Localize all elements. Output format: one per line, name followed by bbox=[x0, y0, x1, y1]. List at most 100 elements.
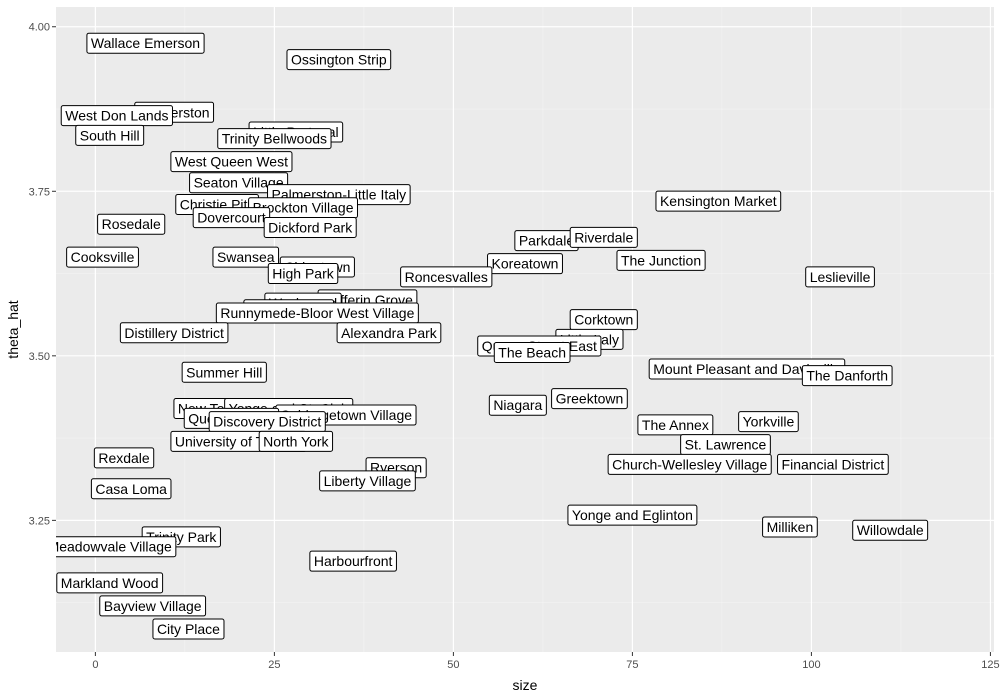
label-box bbox=[212, 246, 280, 268]
x-tick-label: 0 bbox=[92, 659, 98, 671]
label-text: Trinity Bellwoods bbox=[222, 131, 327, 147]
point-label: Trinity Bellwoods bbox=[217, 128, 332, 150]
label-text: North York bbox=[263, 433, 329, 449]
label-box bbox=[336, 322, 442, 344]
point-label: Brockton Village bbox=[248, 197, 358, 219]
label-text: High Park bbox=[272, 266, 334, 282]
point-label: The Danforth bbox=[801, 365, 893, 387]
label-text: Harbourfront bbox=[314, 553, 393, 569]
label-box bbox=[152, 618, 225, 640]
label-text: Ossington Strip bbox=[291, 52, 387, 68]
point-label: Willowdale bbox=[852, 519, 929, 541]
label-text: Yonge and Eglinton bbox=[572, 507, 693, 523]
point-label: Casa Loma bbox=[90, 478, 172, 500]
label-text: The Junction bbox=[621, 252, 701, 268]
y-axis-title: theta_hat bbox=[5, 300, 21, 358]
x-tick-label: 50 bbox=[447, 659, 459, 671]
point-label: St. Lawrence bbox=[680, 434, 771, 456]
label-box bbox=[738, 411, 799, 433]
label-text: Roncesvalles bbox=[405, 269, 488, 285]
point-label: Bayview Village bbox=[99, 595, 207, 617]
label-text: Alexandra Park bbox=[341, 325, 438, 341]
point-label: City Place bbox=[152, 618, 225, 640]
label-text: St. Lawrence bbox=[685, 437, 767, 453]
point-label: Markland Wood bbox=[56, 572, 164, 594]
point-label: Discovery District bbox=[208, 411, 326, 433]
label-text: Rexdale bbox=[98, 450, 150, 466]
label-box bbox=[488, 394, 547, 416]
point-label: Ossington Strip bbox=[286, 49, 392, 71]
point-label: Liberty Village bbox=[319, 470, 416, 492]
label-box bbox=[493, 342, 571, 364]
label-text: Seaton Village bbox=[194, 175, 284, 191]
point-label: West Queen West bbox=[170, 151, 293, 173]
x-tick-label: 100 bbox=[802, 659, 820, 671]
label-text: Willowdale bbox=[857, 522, 924, 538]
label-box bbox=[762, 516, 818, 538]
label-box bbox=[655, 190, 782, 212]
label-box bbox=[97, 213, 166, 235]
label-text: Markland Wood bbox=[61, 575, 159, 591]
point-label: Rexdale bbox=[93, 447, 155, 469]
label-box bbox=[551, 388, 628, 410]
point-label: Dickford Park bbox=[263, 216, 357, 238]
label-text: The Beach bbox=[498, 345, 566, 361]
y-tick-label: 3.25 bbox=[29, 515, 50, 527]
label-box bbox=[263, 216, 357, 238]
label-box bbox=[286, 49, 392, 71]
label-box bbox=[801, 365, 893, 387]
point-label: Yorkville bbox=[738, 411, 799, 433]
label-text: West Don Lands bbox=[65, 108, 168, 124]
label-text: Discovery District bbox=[213, 414, 321, 430]
point-label: Distillery District bbox=[119, 322, 229, 344]
point-label: Leslieville bbox=[805, 266, 875, 288]
point-label: North York bbox=[258, 430, 334, 452]
label-text: Riverdale bbox=[574, 229, 633, 245]
label-box bbox=[181, 361, 267, 383]
point-label: Roncesvalles bbox=[400, 266, 493, 288]
label-box bbox=[170, 151, 293, 173]
label-text: Rosedale bbox=[102, 216, 161, 232]
label-text: South Hill bbox=[80, 127, 140, 143]
label-box bbox=[99, 595, 207, 617]
point-label: Wallace Emerson bbox=[86, 32, 205, 54]
label-box bbox=[319, 470, 416, 492]
x-tick-label: 25 bbox=[268, 659, 280, 671]
label-text: Milliken bbox=[767, 519, 814, 535]
label-text: Niagara bbox=[493, 397, 542, 413]
point-label: Parkdale bbox=[514, 230, 579, 252]
x-tick-label: 125 bbox=[981, 659, 999, 671]
point-label: Yonge and Eglinton bbox=[567, 504, 698, 526]
point-label: Koreatown bbox=[487, 253, 563, 275]
label-box bbox=[567, 504, 698, 526]
point-label: Seaton Village bbox=[189, 172, 289, 194]
y-tick-label: 3.75 bbox=[29, 186, 50, 198]
point-label: Niagara bbox=[488, 394, 547, 416]
label-box bbox=[852, 519, 929, 541]
point-label: Greektown bbox=[551, 388, 628, 410]
label-box bbox=[309, 550, 397, 572]
label-box bbox=[267, 263, 339, 285]
point-label: Financial District bbox=[777, 453, 889, 475]
label-text: Church-Wellesley Village bbox=[612, 456, 767, 472]
point-label: Runnymede-Bloor West Village bbox=[215, 302, 419, 324]
label-text: Koreatown bbox=[492, 256, 559, 272]
point-label: The Beach bbox=[493, 342, 571, 364]
y-tick-label: 4.00 bbox=[29, 22, 50, 34]
label-text: Summer Hill bbox=[186, 364, 262, 380]
point-label: Alexandra Park bbox=[336, 322, 442, 344]
label-text: Corktown bbox=[574, 312, 633, 328]
label-box bbox=[805, 266, 875, 288]
label-text: Wallace Emerson bbox=[91, 35, 200, 51]
label-text: Parkdale bbox=[519, 233, 574, 249]
point-label: Harbourfront bbox=[309, 550, 397, 572]
label-text: Greektown bbox=[556, 391, 624, 407]
label-box bbox=[189, 172, 289, 194]
label-box bbox=[66, 246, 139, 268]
label-box bbox=[75, 124, 145, 146]
point-label: The Junction bbox=[616, 249, 706, 271]
label-box bbox=[607, 453, 772, 475]
label-text: Distillery District bbox=[124, 325, 224, 341]
